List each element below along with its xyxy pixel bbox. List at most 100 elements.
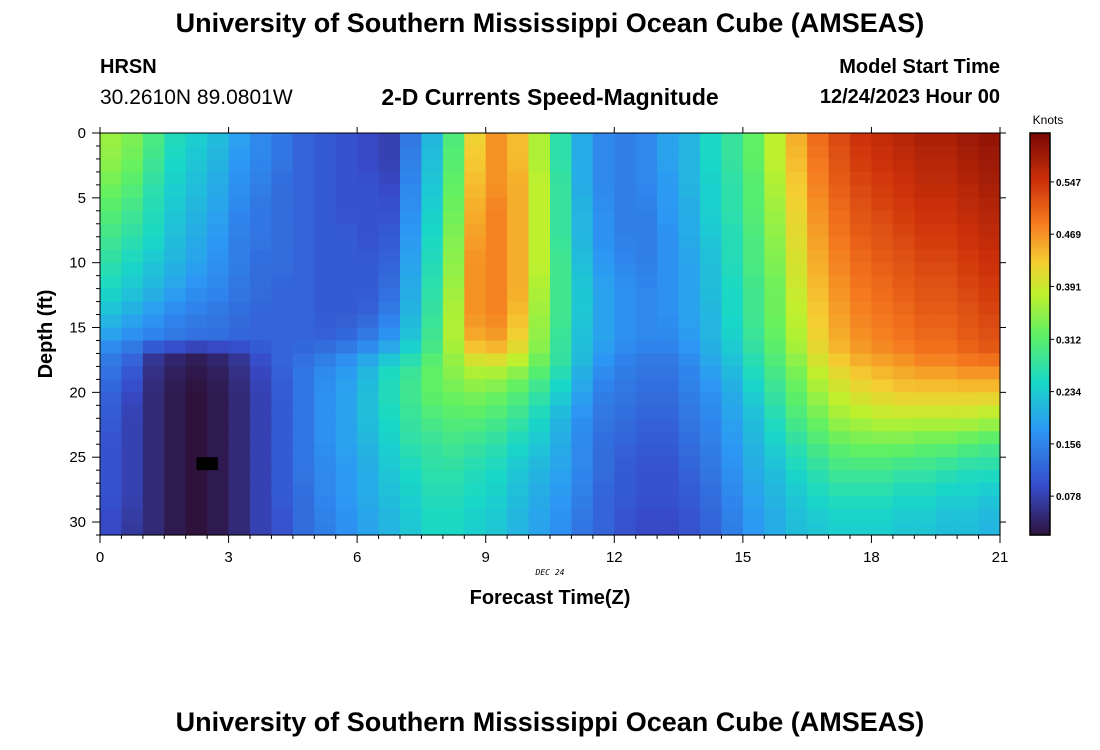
heatmap-cell [207,197,230,212]
heatmap-cell [357,405,380,419]
heatmap-cell [314,275,337,290]
colorbar-segment [1030,290,1050,295]
heatmap-cell [164,327,187,342]
heatmap-cell [164,392,187,406]
heatmap-cell [185,444,208,458]
heatmap-cell [785,210,808,225]
heatmap-cell [314,288,337,303]
heatmap-cell [507,431,530,445]
heatmap-cell [142,366,165,380]
heatmap-cell [785,133,808,147]
heatmap-cell [164,249,187,264]
heatmap-cell [250,288,273,303]
heatmap-cell [142,262,165,277]
heatmap-cell [635,418,658,432]
heatmap-cell [785,288,808,303]
heatmap-cell [678,275,701,290]
heatmap-cell [678,509,701,523]
heatmap-cell [850,262,873,277]
heatmap-cell [742,301,765,316]
heatmap-cell [121,457,144,471]
heatmap-cell [978,444,1001,458]
heatmap-cell [592,171,615,186]
heatmap-cell [185,197,208,212]
heatmap-cell [978,197,1001,212]
heatmap-cell [464,275,487,290]
heatmap-cell [421,457,444,471]
heatmap-cell [378,405,401,419]
station-coordinates: 30.2610N 89.0801W [100,86,293,109]
heatmap-cell [400,171,423,186]
heatmap-cell [442,158,465,173]
heatmap-cell [892,133,915,147]
heatmap-cell [442,210,465,225]
heatmap-cell [442,184,465,199]
colorbar-segment [1030,133,1050,137]
heatmap-cell [121,431,144,445]
heatmap-cell [121,275,144,290]
heatmap-cell [357,353,380,368]
heatmap-cell [357,496,380,510]
heatmap-cell [742,470,765,484]
heatmap-cell [228,327,251,342]
heatmap-cell [250,210,273,225]
heatmap-cell [935,444,958,458]
heatmap-cell [228,509,251,523]
heatmap-cell [721,262,744,277]
footer-title: University of Southern Mississippi Ocean… [175,707,925,737]
heatmap-cell [250,457,273,471]
heatmap-cell [335,158,358,173]
heatmap-cell [507,418,530,432]
heatmap-cell [100,210,123,225]
heatmap-cell [314,379,337,393]
heatmap-cell [828,431,851,445]
heatmap-cell [614,301,637,316]
heatmap-cell [464,483,487,497]
heatmap-cell [314,262,337,277]
heatmap-cell [271,457,294,471]
heatmap-cell [400,327,423,342]
heatmap-cell [571,470,594,484]
heatmap-cell [592,158,615,173]
heatmap-cell [871,197,894,212]
heatmap-cell [550,431,573,445]
heatmap-cell [185,288,208,303]
heatmap-cell [400,496,423,510]
heatmap-cell [742,483,765,497]
heatmap-cell [207,236,230,251]
heatmap-cell [485,431,508,445]
heatmap-cell [485,184,508,199]
heatmap-cell [592,405,615,419]
heatmap-cell [935,392,958,406]
heatmap-cell [764,158,787,173]
heatmap-cell [850,431,873,445]
heatmap-cell [528,301,551,316]
heatmap-cell [657,379,680,393]
heatmap-cell [507,275,530,290]
heatmap-cell [421,353,444,368]
heatmap-cell [185,392,208,406]
heatmap-cell [378,457,401,471]
heatmap-cell [850,340,873,355]
heatmap-cell [507,509,530,523]
heatmap-cell [185,496,208,510]
colorbar-segment [1030,524,1050,529]
heatmap-cell [271,314,294,329]
colorbar-segment [1030,240,1050,245]
heatmap-cell [935,353,958,368]
heatmap-cell [978,314,1001,329]
heatmap-cell [550,444,573,458]
heatmap-cell [657,392,680,406]
heatmap-cell [121,301,144,316]
heatmap-cell [828,392,851,406]
heatmap-cell [250,223,273,238]
heatmap-cell [292,418,315,432]
heatmap-cell [335,522,358,536]
heatmap-cell [507,171,530,186]
heatmap-cell [250,236,273,251]
heatmap-cell [335,327,358,342]
heatmap-cell [292,288,315,303]
heatmap-cell [185,236,208,251]
heatmap-cell [935,301,958,316]
heatmap-cell [507,392,530,406]
